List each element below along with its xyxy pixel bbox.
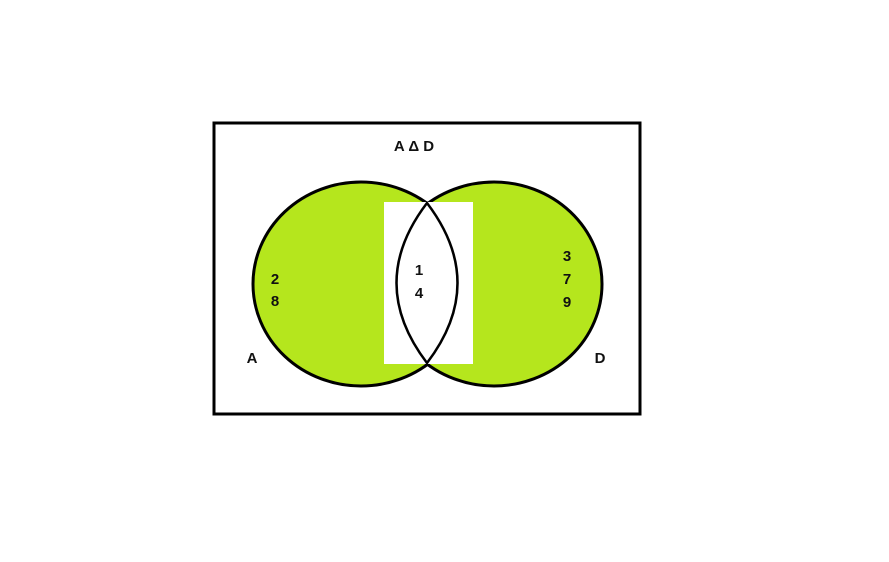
set-d-label: D	[595, 350, 606, 367]
intersection-lens-outline	[395, 200, 459, 366]
set-d-element: 9	[563, 294, 571, 311]
set-a-element: 2	[271, 271, 279, 288]
intersection-element: 1	[415, 262, 423, 279]
set-a-element: 8	[271, 293, 279, 310]
diagram-title: A Δ D	[394, 138, 434, 155]
intersection-element: 4	[415, 285, 424, 302]
set-d-element: 3	[563, 248, 571, 265]
set-d-element: 7	[563, 271, 571, 288]
set-a-label: A	[247, 350, 258, 367]
